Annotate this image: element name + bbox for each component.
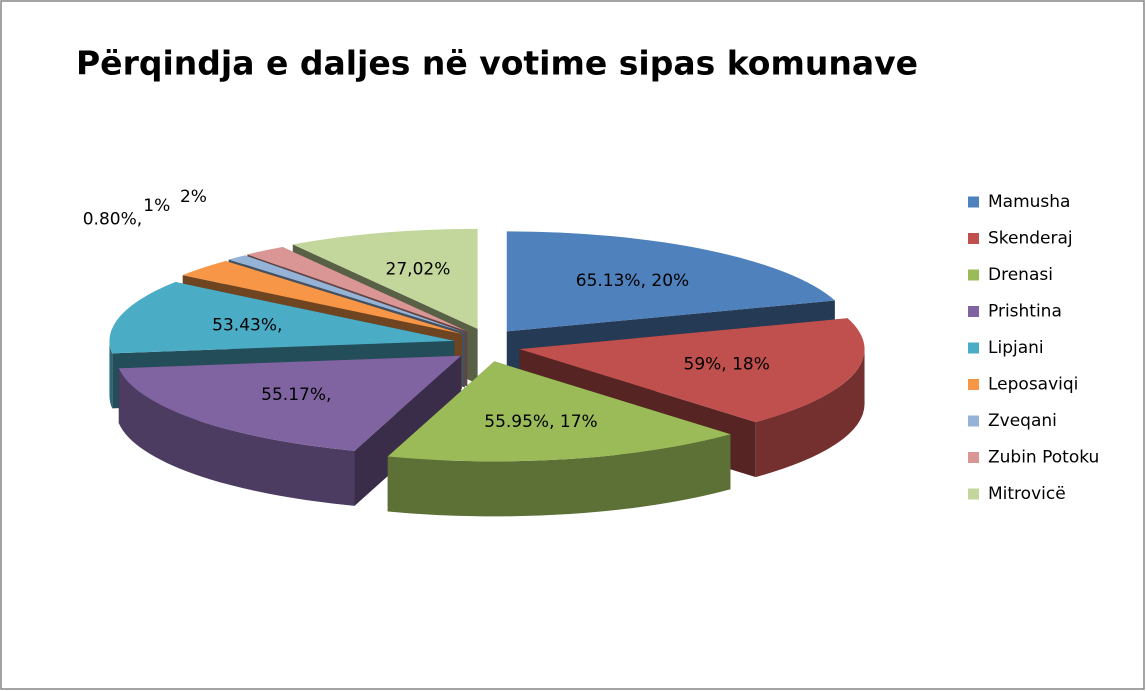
legend-label: Mitrovicë xyxy=(988,484,1066,504)
legend-label: Lipjani xyxy=(988,338,1044,358)
legend-label: Zveqani xyxy=(988,411,1057,431)
slice-outer-wall xyxy=(118,368,355,506)
slice xyxy=(118,355,462,506)
legend-swatch xyxy=(968,196,979,208)
data-label: 55.17%, xyxy=(261,385,331,405)
chart-title: Përqindja e daljes në votime sipas komun… xyxy=(76,44,918,83)
slice xyxy=(387,361,731,517)
data-label: 55.95%, 17% xyxy=(484,412,597,432)
legend-label: Drenasi xyxy=(988,265,1053,285)
slice-outer-wall xyxy=(387,434,731,517)
data-label: 2% xyxy=(180,187,207,207)
legend-label: Zubin Potoku xyxy=(988,448,1099,468)
legend-swatch xyxy=(968,233,979,244)
slice-top xyxy=(387,361,731,462)
legend-swatch xyxy=(968,269,979,281)
legend-swatch xyxy=(968,379,979,390)
slice-top xyxy=(118,355,462,451)
data-label: 1% xyxy=(143,196,170,216)
legend-swatch xyxy=(968,306,979,317)
slice-outer-wall xyxy=(109,340,113,409)
legend-swatch xyxy=(968,342,979,354)
slice-outer-wall xyxy=(755,349,865,478)
legend-swatch xyxy=(968,488,979,500)
slice-top xyxy=(109,282,455,354)
data-label: 53.43%, xyxy=(212,315,282,335)
slice-top xyxy=(182,260,462,334)
data-label: 0.80%, xyxy=(83,210,142,230)
slice-top xyxy=(519,318,865,423)
legend-label: Prishtina xyxy=(988,302,1062,322)
data-label: 59%, 18% xyxy=(684,355,770,375)
legend-label: Skenderaj xyxy=(988,229,1073,249)
legend-label: Mamusha xyxy=(988,192,1070,212)
data-label: 27,02% xyxy=(386,259,451,279)
slice-top xyxy=(247,246,468,332)
legend-label: Leposaviqi xyxy=(988,375,1078,395)
legend-swatch xyxy=(968,415,979,427)
legend-swatch xyxy=(968,452,979,463)
slice-top xyxy=(292,228,478,329)
slice-top xyxy=(228,255,465,333)
slice-top xyxy=(506,231,835,332)
data-label: 65.13%, 20% xyxy=(576,271,689,291)
